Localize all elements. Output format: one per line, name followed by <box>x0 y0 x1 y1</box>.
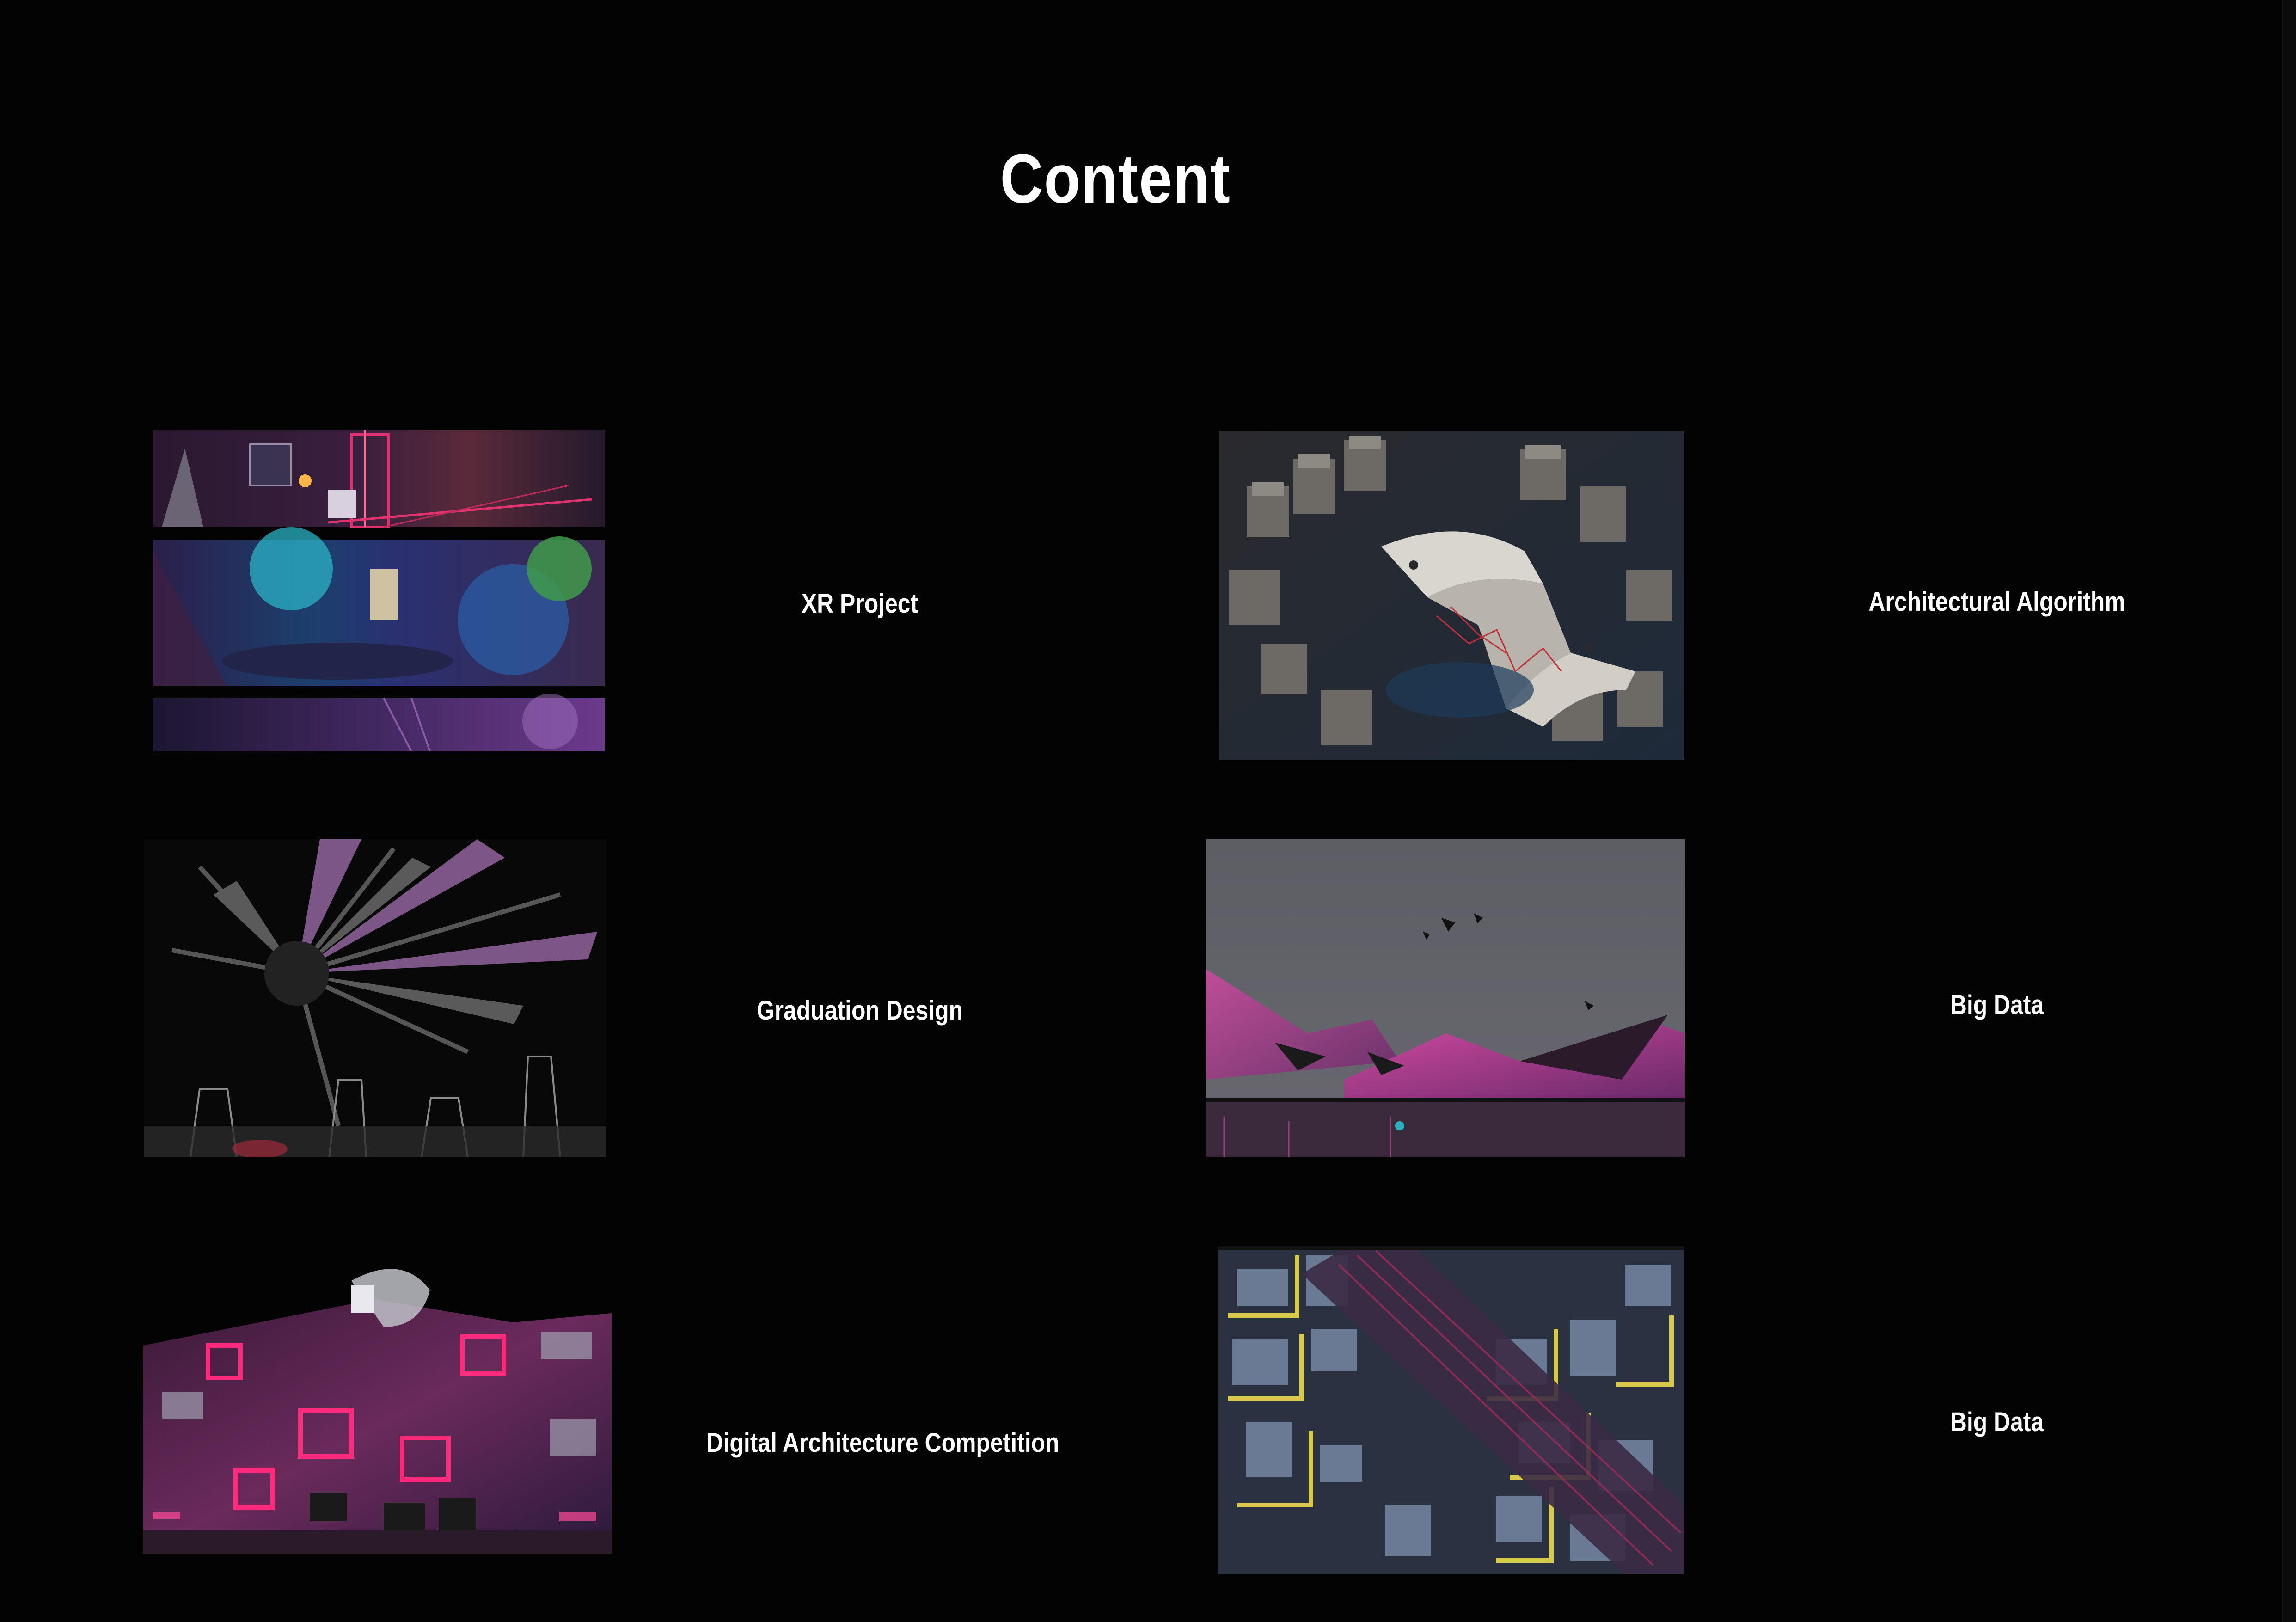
architectural-algorithm-thumbnail[interactable] <box>1219 431 1684 760</box>
xr-project-label: XR Project <box>801 589 918 619</box>
architectural-algorithm-label: Architectural Algorithm <box>1868 587 2125 617</box>
big-data-label-1: Big Data <box>1950 990 2044 1020</box>
digital-architecture-competition-label: Digital Architecture Competition <box>706 1428 1059 1458</box>
page-edge <box>2282 0 2296 1622</box>
big-data-label-2: Big Data <box>1950 1407 2044 1437</box>
xr-project-thumbnail[interactable] <box>153 430 605 751</box>
big-data-city-map-thumbnail[interactable] <box>1218 1246 1684 1574</box>
graduation-design-label: Graduation Design <box>756 995 963 1026</box>
big-data-landscape-thumbnail[interactable] <box>1206 839 1685 1157</box>
digital-architecture-competition-thumbnail[interactable] <box>143 1253 612 1554</box>
page-title: Content <box>1000 140 1231 217</box>
graduation-design-thumbnail[interactable] <box>144 839 606 1157</box>
